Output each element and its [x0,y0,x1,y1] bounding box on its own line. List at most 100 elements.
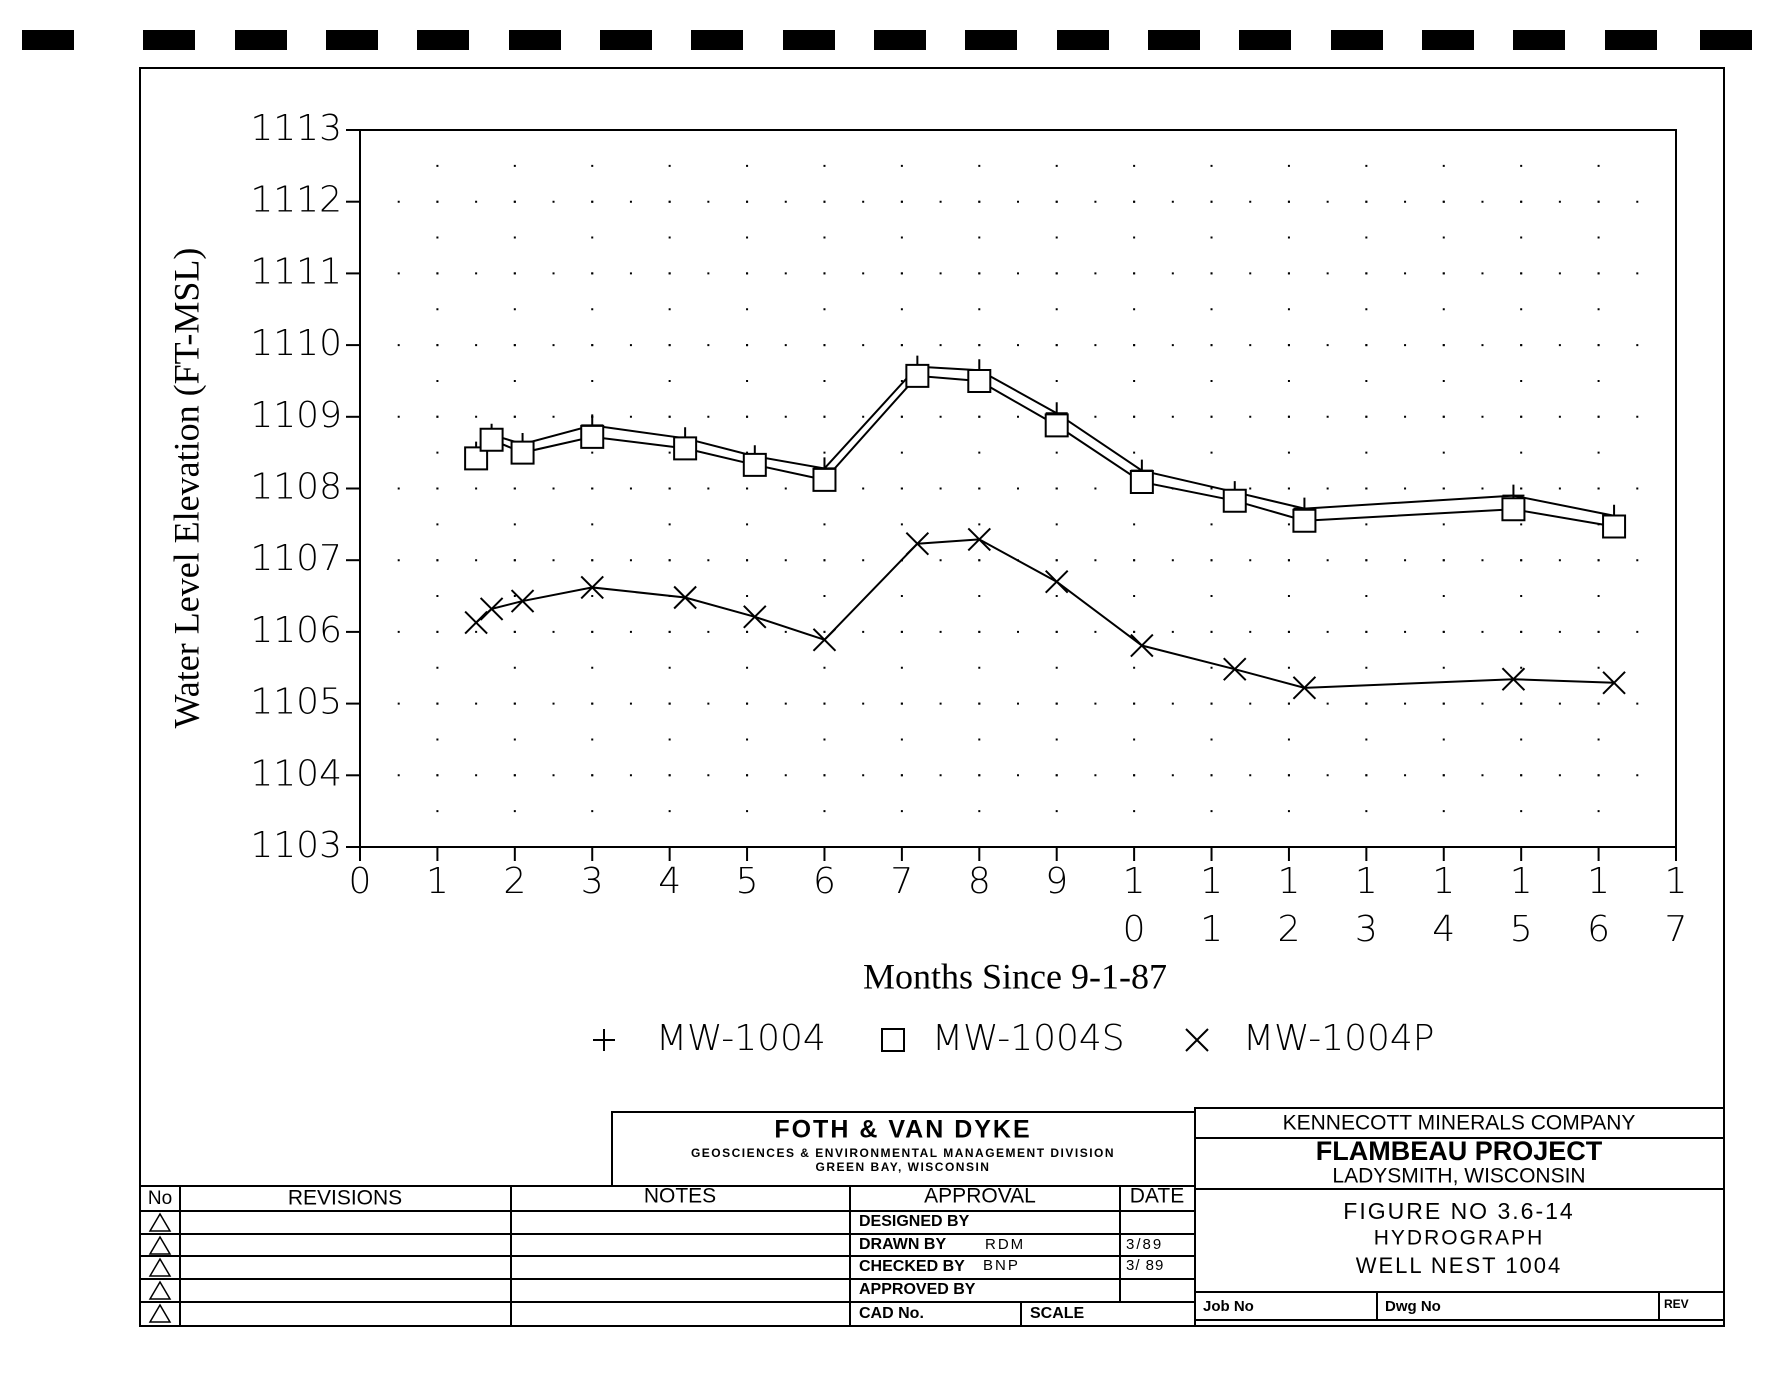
x-tick-label: 0 [349,861,372,902]
figure-number: FIGURE NO 3.6-14 [1343,1198,1574,1224]
series-line [475,374,1615,528]
marker-x [1602,671,1626,695]
x-axis-label: Months Since 9-1-87 [863,956,1167,996]
y-tick-label: 1111 [250,251,342,292]
x-tick-label: 3 [581,861,604,902]
x-tick-label: 4 [658,861,681,902]
marker-square [742,452,767,477]
header-revisions: REVISIONS [288,1187,402,1210]
title-block [139,1107,1725,1327]
marker-square [1044,413,1069,438]
marker-x [1185,1028,1209,1052]
x-tick-label: 1 [426,861,449,902]
x-tick-label: 5 [736,861,759,902]
title-block-text: FOTH & VAN DYKE GEOSCIENCES & ENVIRONMEN… [148,1112,1689,1323]
marker-x [479,597,504,621]
marker-square [905,363,930,388]
marker-x [464,610,488,635]
marker-x [510,589,535,613]
figure-subtitle: WELL NEST 1004 [1356,1253,1563,1278]
y-tick-label: 1109 [250,395,342,436]
y-tick-label: 1104 [250,753,342,794]
marker-square [967,368,992,393]
marker-x [743,605,767,629]
marker-x [1130,633,1154,658]
marker-x [812,628,837,652]
marker-x [1501,667,1526,691]
marker-square [479,427,504,452]
plot-area: 1103110411051106110711081109111011111112… [250,108,1687,950]
y-tick-label: 1107 [250,538,342,579]
drawn-date: 3/89 [1126,1236,1163,1253]
plot-frame [359,129,1677,848]
marker-x [905,532,930,556]
checked-date: 3/ 89 [1126,1257,1164,1274]
legend-label: MW-1004 [656,1018,826,1059]
y-tick-label: 1113 [250,108,342,149]
rev: REV [1664,1297,1689,1311]
cad-no: CAD No. [859,1305,924,1322]
y-tick-label: 1105 [250,682,342,723]
header-no: No [148,1188,172,1209]
header-notes: NOTES [644,1185,716,1208]
designed-by: DESIGNED BY [859,1213,970,1230]
legend: MW-1004 MW-1004S MW-1004P [593,1018,1435,1059]
x-tick-label: 7 [890,861,913,902]
marker-square [510,440,535,465]
marker-x [580,575,604,600]
x-tick-label: 2 [503,861,526,902]
approved-by: APPROVED BY [859,1281,976,1298]
x-tick-label: 9 [1045,861,1068,902]
x-tick-label: 6 [813,861,836,902]
drawn-initials: RDM [985,1236,1025,1253]
legend-label: MW-1004P [1243,1018,1435,1059]
figure-title: HYDROGRAPH [1374,1227,1545,1250]
marker-square [580,424,605,449]
header-date: DATE [1130,1185,1184,1208]
sheet-dashes [22,30,1752,50]
y-tick-label: 1110 [250,323,342,364]
project: FLAMBEAU PROJECT [1316,1136,1603,1166]
marker-x [967,527,992,552]
legend-label: MW-1004S [932,1018,1125,1059]
client: KENNECOTT MINERALS COMPANY [1283,1112,1636,1135]
marker-plus [593,1029,615,1051]
marker-x [673,585,697,610]
y-tick-label: 1108 [250,467,342,508]
marker-square [1129,470,1154,495]
y-tick-label: 1106 [250,610,342,651]
marker-x [1292,676,1317,700]
marker-square [1602,514,1627,539]
checked-by: CHECKED BY [859,1258,965,1275]
scale: SCALE [1030,1305,1085,1322]
job-no: Job No [1203,1298,1254,1315]
y-tick-label: 1112 [250,180,342,221]
marker-x [1223,657,1247,681]
marker-x [1045,570,1069,594]
location: GREEN BAY, WISCONSIN [816,1160,991,1174]
project-location: LADYSMITH, WISCONSIN [1332,1165,1585,1188]
series-line [475,365,1615,517]
marker-square [812,467,837,492]
marker-square [881,1028,905,1052]
series-line [475,538,1615,689]
marker-square [673,436,698,461]
y-tick-label: 1103 [250,825,342,866]
marker-square [1292,508,1317,533]
x-tick-label: 8 [968,861,991,902]
division: GEOSCIENCES & ENVIRONMENTAL MANAGEMENT D… [691,1146,1115,1160]
dwg-no: Dwg No [1385,1298,1441,1315]
y-axis-label: Water Level Elevation (FT-MSL) [166,248,206,729]
checked-initials: BNP [983,1257,1020,1274]
company: FOTH & VAN DYKE [774,1116,1031,1144]
marker-square [1501,497,1526,522]
